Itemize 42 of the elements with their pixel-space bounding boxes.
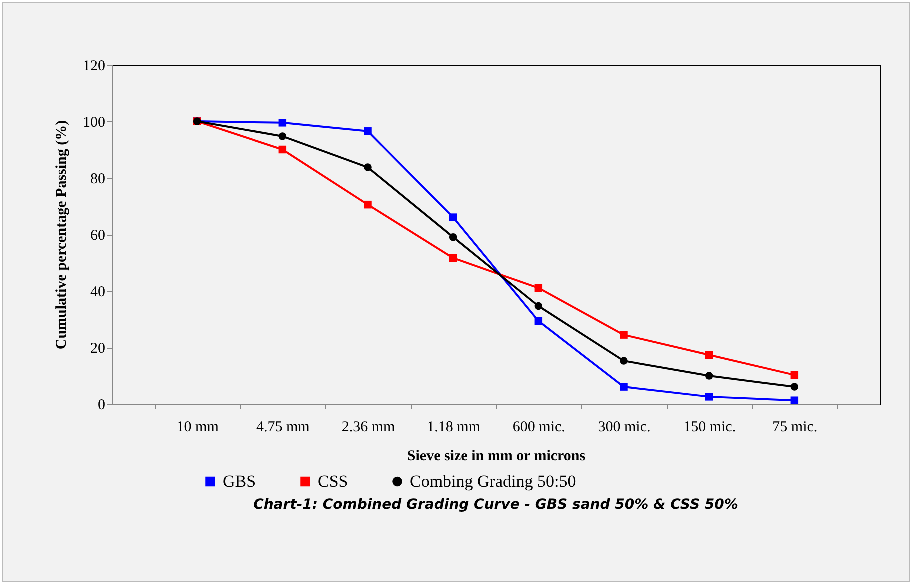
- legend-label: GBS: [223, 472, 256, 491]
- point: [790, 396, 799, 404]
- point: [278, 119, 287, 127]
- point: [790, 383, 799, 391]
- y-axis-title: Cumulative percentage Passing (%): [54, 120, 70, 350]
- point: [278, 146, 287, 154]
- point: [620, 357, 628, 365]
- point: [534, 284, 543, 292]
- y-tick-label: 120: [83, 58, 106, 74]
- point: [620, 331, 628, 339]
- x-tick-label: 1.18 mm: [427, 420, 481, 436]
- y-tick-label: 0: [98, 398, 106, 414]
- legend-label: CSS: [318, 472, 348, 491]
- point: [449, 254, 458, 262]
- x-axis-title: Sieve size in mm or microns: [407, 448, 586, 464]
- y-tick-label: 100: [83, 115, 106, 131]
- x-tick-label: 600 mic.: [512, 420, 566, 436]
- point: [534, 317, 543, 326]
- point: [278, 132, 287, 140]
- y-tick-label: 20: [90, 341, 106, 357]
- x-tick-label: 150 mic.: [684, 420, 736, 436]
- point: [705, 393, 714, 401]
- point: [620, 383, 628, 391]
- x-tick-label: 4.75 mm: [256, 420, 310, 436]
- x-tick-label: 10 mm: [176, 420, 220, 436]
- point: [705, 351, 714, 359]
- point: [534, 302, 543, 310]
- point: [364, 164, 372, 172]
- point: [705, 372, 714, 380]
- y-tick-label: 40: [90, 284, 106, 300]
- y-tick-label: 60: [90, 228, 106, 244]
- point: [449, 214, 458, 222]
- x-tick-label: 75 mic.: [772, 420, 818, 436]
- text: Chart-1: Combined Grading Curve - GBS sand 50% & CSS 50%: [254, 497, 738, 513]
- point: [364, 200, 372, 209]
- legend-label: Combing Grading 50:50: [410, 472, 576, 491]
- point: [449, 233, 458, 242]
- point: [364, 128, 372, 136]
- point: [790, 371, 799, 380]
- x-tick-label: 300 mic.: [598, 420, 651, 436]
- y-tick-label: 80: [90, 172, 106, 188]
- x-tick-label: 2.36 mm: [342, 420, 396, 436]
